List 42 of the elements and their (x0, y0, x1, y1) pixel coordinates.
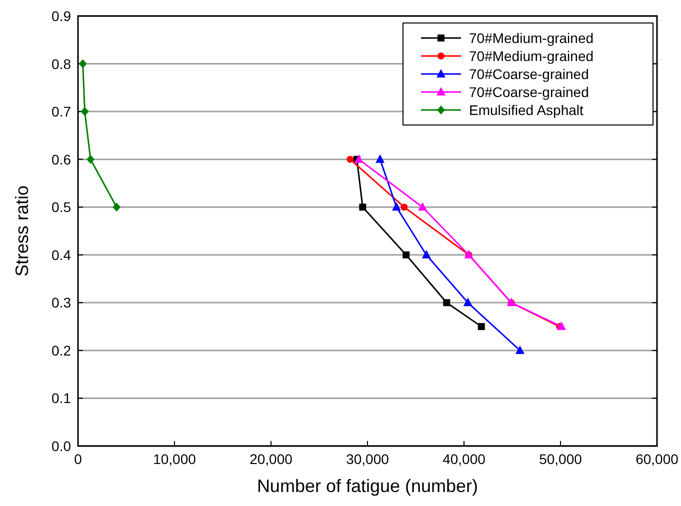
y-tick-label: 0.5 (52, 199, 72, 216)
point (418, 202, 428, 211)
x-tick-label: 50,000 (539, 451, 582, 467)
point (402, 251, 410, 258)
point (422, 250, 431, 258)
x-tick-label: 40,000 (442, 451, 486, 467)
x-tick-label: 60,000 (636, 451, 679, 467)
point (392, 202, 401, 211)
legend-label: 70#Medium-grained (469, 30, 594, 46)
y-axis-title: Stress ratio (12, 185, 32, 277)
x-axis-title: Number of fatigue (number) (256, 476, 478, 496)
x-tick-label: 20,000 (250, 451, 293, 467)
point (86, 154, 95, 164)
legend-label: 70#Coarse-grained (469, 84, 589, 100)
y-tick-label: 0.7 (52, 104, 72, 120)
y-tick-label: 0.8 (52, 56, 72, 72)
x-tick-label: 10,000 (153, 451, 196, 467)
point (515, 345, 524, 354)
point (346, 156, 354, 163)
point (112, 202, 121, 212)
point (463, 298, 472, 306)
y-tick-label: 0.3 (52, 294, 72, 311)
y-tick-label: 0.4 (52, 246, 72, 263)
point (376, 154, 385, 163)
point (359, 204, 366, 211)
x-tick-label: 30,000 (346, 451, 390, 467)
legend-label: 70#Coarse-grained (469, 66, 589, 82)
point (354, 154, 364, 163)
y-tick-label: 0.1 (52, 390, 72, 406)
point (478, 323, 485, 330)
legend-label: 70#Medium-grained (469, 48, 594, 64)
point (78, 59, 87, 68)
point (556, 322, 566, 330)
point (443, 299, 450, 306)
legend-label: Emulsified Asphalt (469, 102, 584, 118)
point (80, 107, 89, 116)
x-tick-label: 0 (74, 451, 82, 467)
y-tick-label: 0.0 (52, 438, 72, 454)
y-tick-label: 0.6 (52, 151, 72, 168)
y-tick-label: 0.2 (52, 342, 72, 358)
y-tick-label: 0.9 (52, 8, 72, 24)
point (400, 204, 408, 211)
